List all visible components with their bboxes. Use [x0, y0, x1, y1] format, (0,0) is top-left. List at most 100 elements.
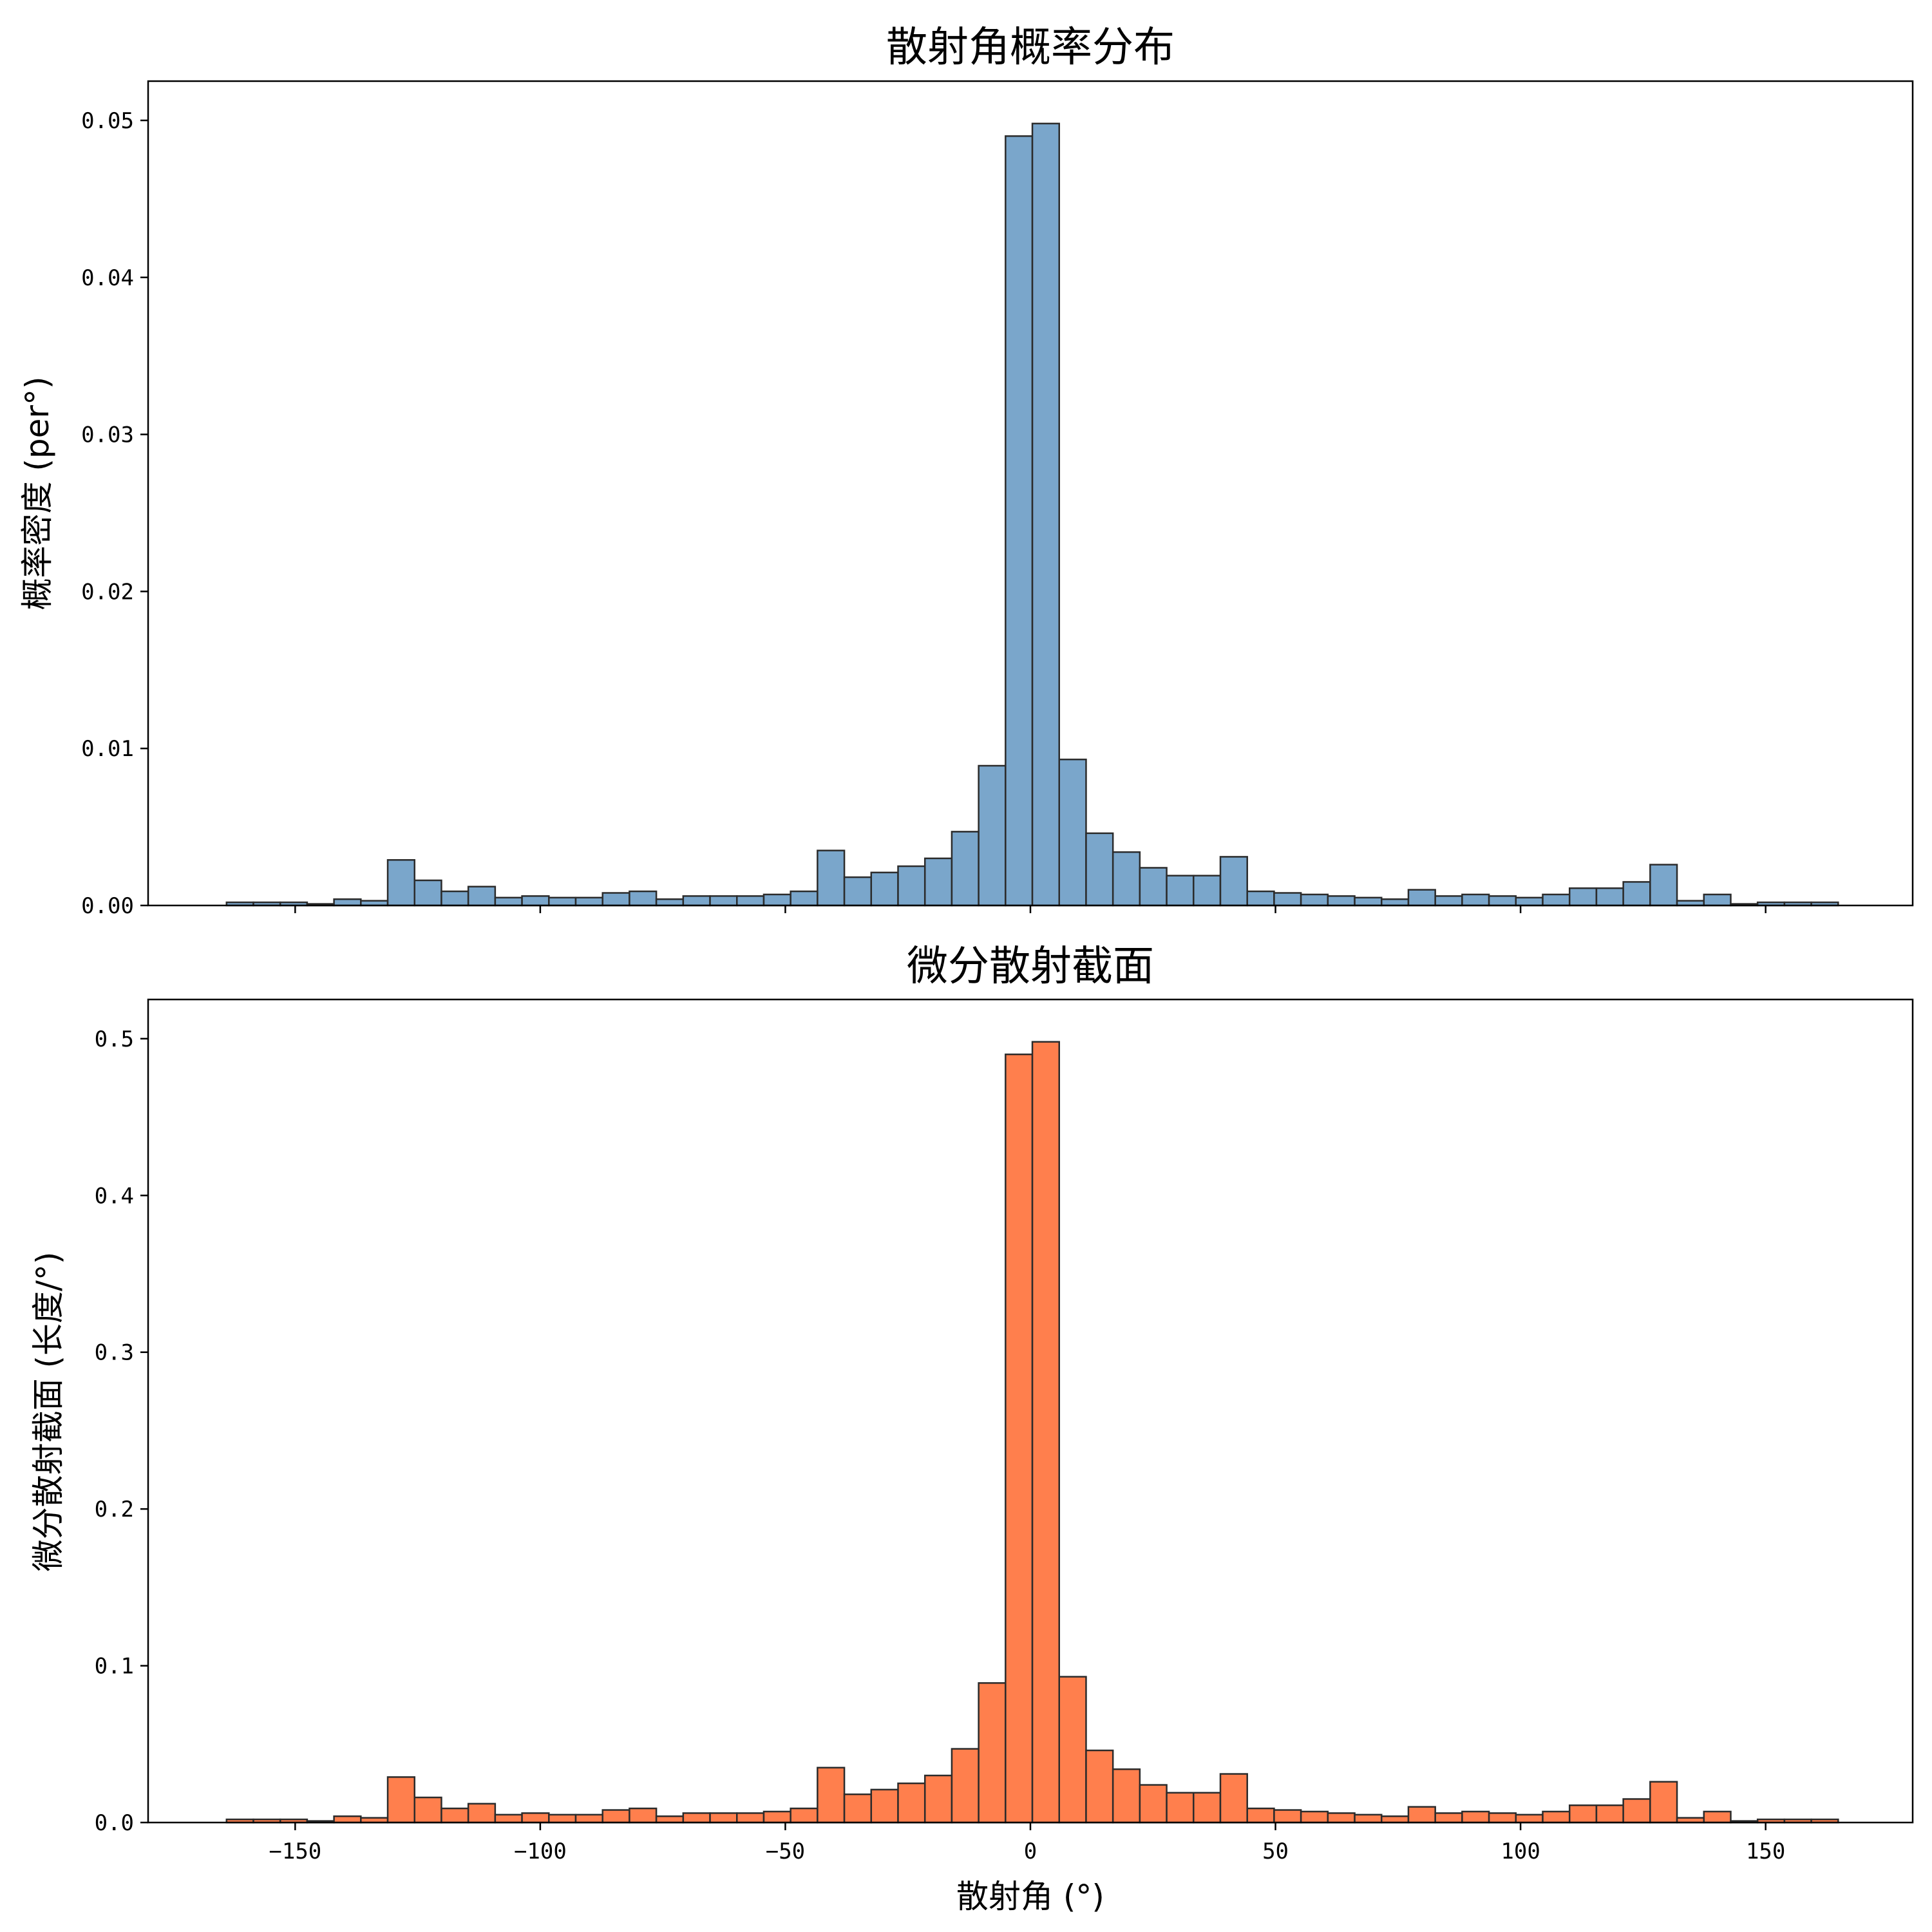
top-histogram-bar	[413, 879, 442, 907]
top-histogram-bar	[1166, 875, 1195, 907]
bottom-histogram-bar	[1515, 1814, 1544, 1824]
bottom-histogram-bar	[1219, 1773, 1248, 1824]
top-histogram-bar	[494, 896, 523, 907]
bottom-histogram-bar	[1595, 1804, 1624, 1824]
bottom-histogram-bar	[440, 1807, 469, 1824]
bottom-histogram-bar	[521, 1812, 550, 1824]
bottom-histogram-bar	[897, 1782, 926, 1824]
top-histogram-bar	[1112, 851, 1141, 907]
bottom-histogram-bar	[1542, 1810, 1571, 1824]
bottom-histogram-bar	[1085, 1749, 1114, 1824]
top-y-axis-label: 概率密度 (per°)	[19, 377, 56, 611]
bottom-histogram-bar	[1005, 1053, 1034, 1824]
top-y-tick-label: 0.01	[81, 736, 134, 762]
bottom-histogram-bar	[1434, 1812, 1463, 1824]
top-histogram-bar	[1139, 867, 1168, 907]
top-histogram-bar	[1542, 893, 1571, 907]
bottom-histogram-bar	[1166, 1792, 1195, 1824]
top-bars	[225, 122, 1839, 907]
bottom-histogram-bar	[548, 1814, 577, 1824]
top-histogram-bar	[386, 859, 415, 907]
top-histogram-bar	[1568, 887, 1598, 907]
bottom-histogram-bar	[1300, 1810, 1329, 1824]
bottom-y-tick-label: 0.3	[95, 1340, 134, 1366]
bottom-x-tick-label: 150	[1746, 1839, 1785, 1864]
top-histogram-bar	[1649, 864, 1678, 907]
top-histogram-bar	[817, 849, 846, 907]
top-histogram-bar	[1703, 893, 1732, 907]
bottom-histogram-bar	[951, 1748, 980, 1824]
top-histogram-bar	[1595, 887, 1624, 907]
bottom-x-tick-label: 100	[1501, 1839, 1540, 1864]
bottom-panel: 微分散射截面 0.0 0.1 0.2 0.3 0.4 0.5 −150 −100 −50 0 50…	[30, 943, 1914, 1915]
bottom-histogram-bar	[1193, 1792, 1222, 1824]
bottom-histogram-bar	[386, 1776, 415, 1824]
top-histogram-bar	[1246, 890, 1275, 907]
top-histogram-bar	[601, 892, 630, 907]
bottom-histogram-bar	[843, 1793, 873, 1824]
bottom-y-tick-label: 0.2	[95, 1497, 134, 1522]
top-histogram-bar	[1381, 898, 1410, 907]
top-histogram-bar	[1354, 896, 1383, 907]
bottom-histogram-bar	[1703, 1810, 1732, 1824]
bottom-histogram-bar	[1273, 1809, 1302, 1824]
top-histogram-bar	[790, 890, 819, 907]
top-histogram-bar	[736, 895, 765, 907]
bottom-y-ticks: 0.0 0.1 0.2 0.3 0.4 0.5	[95, 1027, 148, 1836]
bottom-y-axis-label: 微分散射截面 (长度/°)	[30, 1252, 67, 1572]
bottom-histogram-bar	[629, 1807, 658, 1824]
top-histogram-bar	[1219, 856, 1248, 907]
top-histogram-bar	[897, 865, 926, 907]
bottom-histogram-bar	[762, 1810, 791, 1824]
bottom-histogram-bar	[1112, 1768, 1141, 1824]
bottom-histogram-bar	[1407, 1806, 1436, 1824]
top-histogram-bar	[709, 895, 738, 907]
bottom-histogram-bar	[1381, 1815, 1410, 1824]
bottom-histogram-bar	[1354, 1814, 1383, 1824]
bottom-histogram-bar	[413, 1796, 442, 1824]
top-y-tick-label: 0.00	[81, 893, 134, 919]
bottom-histogram-bar	[467, 1803, 497, 1824]
top-histogram-bar	[1407, 889, 1436, 907]
top-histogram-bar	[762, 893, 791, 907]
top-histogram-bar	[1031, 122, 1061, 907]
top-histogram-bar	[951, 831, 980, 907]
bottom-x-tick-label: −50	[766, 1839, 805, 1864]
top-histogram-bar	[1327, 895, 1356, 907]
top-histogram-bar	[682, 895, 711, 907]
top-histogram-bar	[548, 896, 577, 907]
bottom-histogram-bar	[817, 1766, 846, 1824]
top-y-tick-label: 0.03	[81, 422, 134, 448]
top-histogram-bar	[1005, 135, 1034, 907]
top-histogram-bar	[1058, 759, 1087, 907]
bottom-histogram-bar	[1246, 1807, 1275, 1824]
bottom-histogram-bar	[709, 1812, 738, 1824]
bottom-histogram-bar	[1058, 1676, 1087, 1824]
bottom-histogram-bar	[333, 1815, 362, 1824]
top-y-tick-label: 0.04	[81, 265, 134, 291]
bottom-histogram-bar	[1139, 1784, 1168, 1824]
top-histogram-bar	[923, 857, 953, 907]
top-histogram-bar	[1193, 875, 1222, 907]
top-histogram-bar	[655, 898, 685, 907]
bottom-y-tick-label: 0.5	[95, 1027, 134, 1052]
bottom-histogram-bar	[1031, 1041, 1061, 1824]
bottom-histogram-bar	[790, 1807, 819, 1824]
top-plot-frame	[147, 80, 1914, 907]
top-y-tick-label: 0.05	[81, 108, 134, 134]
bottom-x-tick-label: −150	[269, 1839, 321, 1864]
bottom-y-tick-label: 0.0	[95, 1810, 134, 1836]
bottom-histogram-bar	[1622, 1798, 1651, 1824]
top-histogram-bar	[870, 871, 899, 907]
top-histogram-bar	[1434, 895, 1463, 907]
top-histogram-bar	[467, 886, 497, 907]
bottom-histogram-bar	[1649, 1781, 1678, 1824]
bottom-x-ticks: −150 −100 −50 0 50 100 150	[269, 1823, 1785, 1864]
top-histogram-bar	[843, 876, 873, 907]
top-x-ticks	[294, 905, 1766, 913]
bottom-plot-frame	[147, 998, 1914, 1824]
top-chart-title: 散射角概率分布	[886, 24, 1175, 71]
bottom-histogram-bar	[494, 1814, 523, 1824]
top-histogram-bar	[1085, 832, 1114, 907]
